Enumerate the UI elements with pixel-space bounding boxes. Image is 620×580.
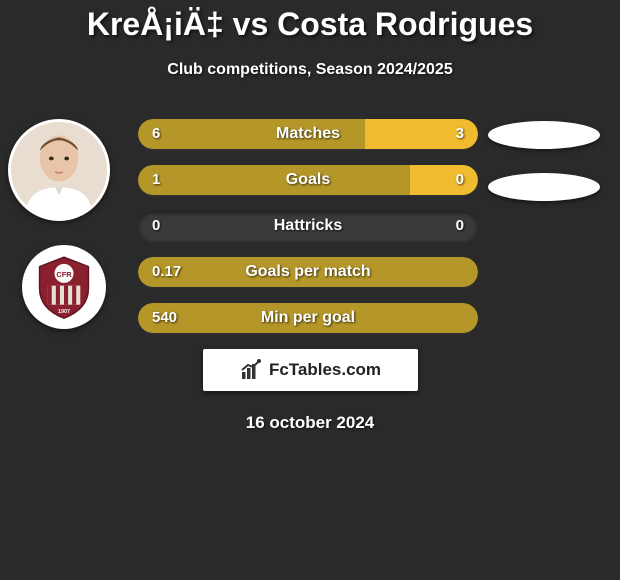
stat-label: Hattricks [138,211,478,241]
ellipse-column [488,119,600,225]
stat-row: 00Hattricks [138,211,478,241]
stat-label: Matches [138,119,478,149]
stats-bars: 63Matches 10Goals 00Hattricks 0.17Goals per… [138,119,478,333]
svg-text:1907: 1907 [58,309,70,315]
chart-icon [239,358,263,382]
club-badge: CFR 1907 [22,245,106,329]
decorative-ellipse [488,121,600,149]
page-subtitle: Club competitions, Season 2024/2025 [0,61,620,79]
avatar-column: CFR 1907 [8,119,118,329]
person-icon [11,122,107,218]
shield-icon: CFR 1907 [30,253,98,321]
svg-text:CFR: CFR [56,270,72,279]
stat-row: 63Matches [138,119,478,149]
content-area: CFR 1907 63Matches 10Goals 00Hattricks 0.17… [0,119,620,333]
decorative-ellipse [488,173,600,201]
source-logo: FcTables.com [203,349,418,391]
date-label: 16 october 2024 [0,413,620,433]
stat-label: Goals [138,165,478,195]
source-logo-text: FcTables.com [269,360,381,380]
stat-label: Min per goal [138,303,478,333]
stat-row: 0.17Goals per match [138,257,478,287]
page-title: KreÅ¡iÄ‡ vs Costa Rodrigues [0,0,620,43]
stat-label: Goals per match [138,257,478,287]
stat-row: 540Min per goal [138,303,478,333]
stat-row: 10Goals [138,165,478,195]
player-avatar [8,119,110,221]
